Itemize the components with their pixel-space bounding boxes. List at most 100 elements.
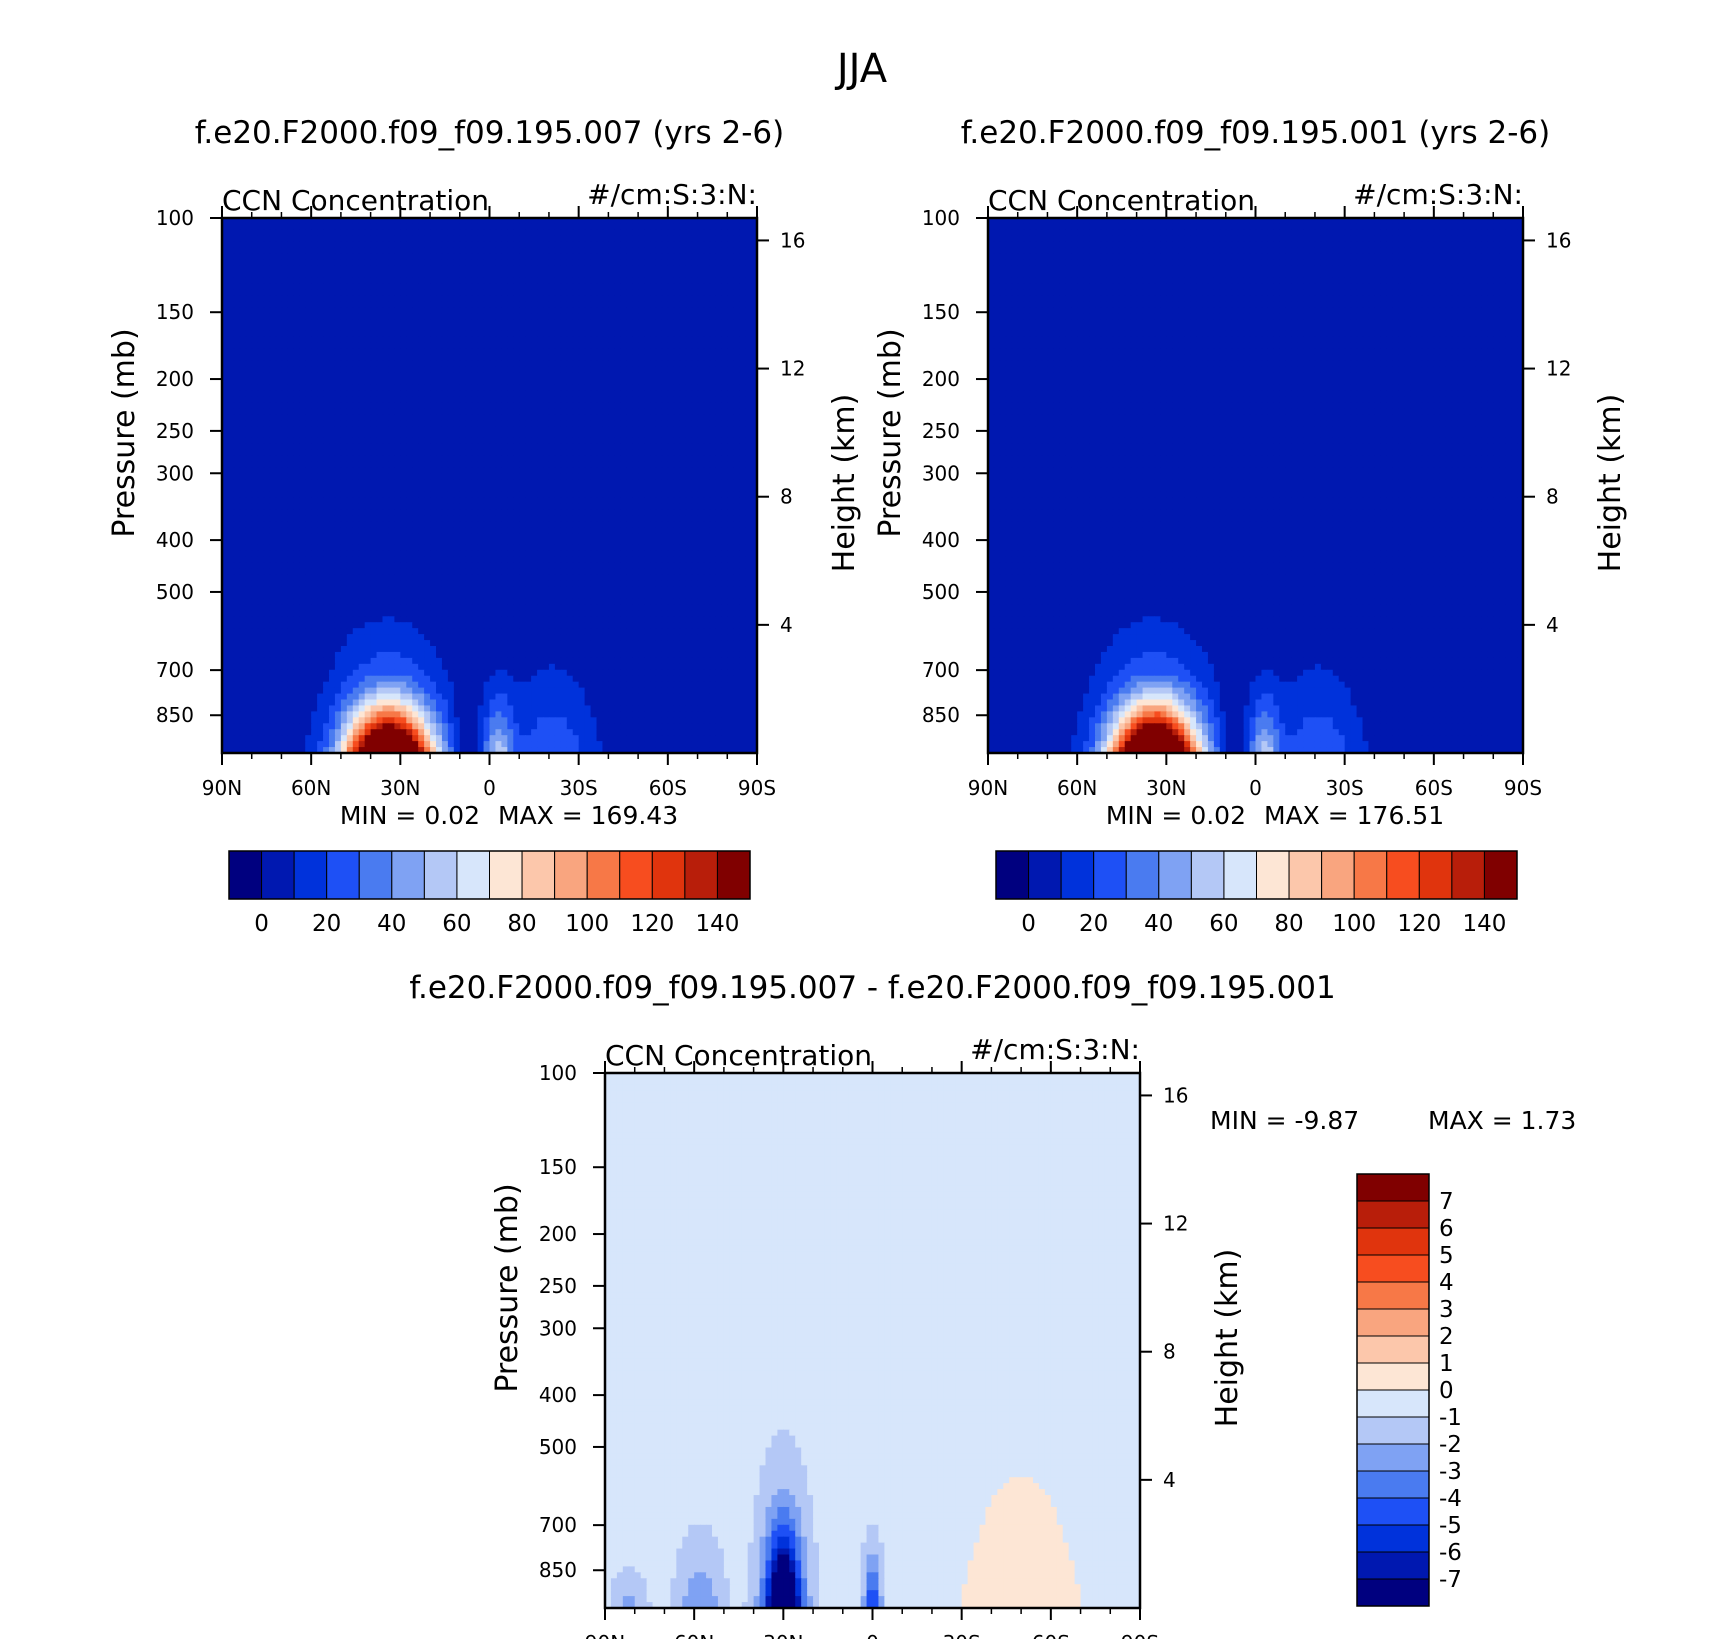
- field-cell: [287, 408, 294, 415]
- field-cell: [614, 271, 621, 279]
- field-cell: [489, 295, 497, 302]
- field-cell: [578, 372, 586, 380]
- field-cell: [257, 265, 265, 273]
- field-cell: [269, 366, 277, 374]
- field-cell: [453, 336, 461, 344]
- field-cell: [447, 384, 455, 391]
- field-cell: [644, 354, 651, 362]
- field-cell: [703, 253, 711, 261]
- field-cell: [382, 325, 390, 332]
- field-cell: [222, 289, 229, 296]
- field-cell: [745, 390, 752, 397]
- field-cell: [352, 503, 360, 510]
- field-cell: [453, 265, 461, 273]
- field-cell: [745, 259, 752, 267]
- field-cell: [346, 479, 354, 487]
- field-cell: [489, 473, 497, 481]
- field-cell: [620, 313, 627, 320]
- field-cell: [465, 455, 473, 463]
- field-cell: [436, 426, 443, 433]
- field-cell: [572, 241, 580, 249]
- field-cell: [465, 301, 473, 308]
- field-cell: [697, 432, 705, 439]
- field-cell: [739, 390, 746, 397]
- field-cell: [644, 229, 651, 237]
- field-cell: [388, 259, 395, 267]
- field-cell: [715, 432, 722, 439]
- field-cell: [745, 408, 752, 415]
- field-cell: [477, 342, 485, 350]
- field-cell: [382, 330, 390, 338]
- field-cell: [418, 271, 425, 279]
- field-cell: [590, 330, 598, 338]
- field-cell: [346, 259, 354, 267]
- field-cell: [239, 437, 247, 445]
- field-cell: [703, 319, 711, 326]
- field-cell: [537, 509, 544, 516]
- field-cell: [537, 301, 544, 308]
- field-cell: [638, 467, 645, 475]
- field-cell: [673, 330, 681, 338]
- field-cell: [287, 330, 294, 338]
- field-cell: [590, 229, 598, 237]
- field-cell: [263, 277, 271, 284]
- field-cell: [222, 265, 229, 273]
- field-cell: [560, 247, 568, 255]
- field-cell: [608, 348, 615, 356]
- field-cell: [650, 372, 657, 380]
- field-cell: [257, 521, 265, 528]
- field-cell: [608, 509, 615, 516]
- field-cell: [483, 515, 491, 522]
- field-cell: [727, 432, 734, 439]
- field-cell: [590, 241, 598, 249]
- field-cell: [453, 307, 461, 314]
- field-cell: [233, 449, 241, 457]
- field-cell: [317, 271, 324, 279]
- field-cell: [661, 378, 669, 386]
- field-cell: [727, 229, 734, 237]
- field-cell: [305, 325, 312, 332]
- field-cell: [287, 527, 294, 534]
- field-cell: [370, 319, 378, 326]
- field-cell: [477, 443, 485, 451]
- field-cell: [673, 229, 681, 237]
- field-cell: [418, 247, 425, 255]
- field-cell: [709, 432, 716, 439]
- field-cell: [370, 253, 378, 261]
- field-cell: [501, 455, 508, 463]
- field-cell: [370, 307, 378, 314]
- field-cell: [548, 229, 556, 237]
- field-cell: [602, 259, 609, 267]
- field-cell: [560, 396, 568, 403]
- field-cell: [299, 360, 306, 368]
- field-cell: [311, 396, 318, 403]
- field-cell: [346, 378, 354, 386]
- field-cell: [513, 408, 520, 415]
- field-cell: [673, 491, 681, 498]
- field-cell: [394, 235, 401, 243]
- field-cell: [317, 473, 324, 481]
- field-cell: [679, 432, 687, 439]
- field-cell: [661, 426, 669, 433]
- field-cell: [465, 533, 473, 540]
- field-cell: [459, 396, 467, 403]
- field-cell: [412, 372, 419, 380]
- field-cell: [257, 485, 265, 493]
- field-cell: [287, 319, 294, 326]
- field-cell: [364, 420, 372, 427]
- field-cell: [489, 319, 497, 326]
- field-cell: [632, 533, 639, 540]
- field-cell: [418, 218, 425, 225]
- field-cell: [507, 325, 514, 332]
- field-cell: [489, 467, 497, 475]
- field-cell: [471, 544, 479, 552]
- field-cell: [638, 360, 645, 368]
- field-cell: [554, 354, 562, 362]
- field-cell: [430, 544, 437, 552]
- field-cell: [685, 420, 693, 427]
- field-cell: [370, 402, 378, 409]
- field-cell: [513, 527, 520, 534]
- field-cell: [424, 443, 431, 451]
- field-cell: [715, 402, 722, 409]
- field-cell: [495, 307, 502, 314]
